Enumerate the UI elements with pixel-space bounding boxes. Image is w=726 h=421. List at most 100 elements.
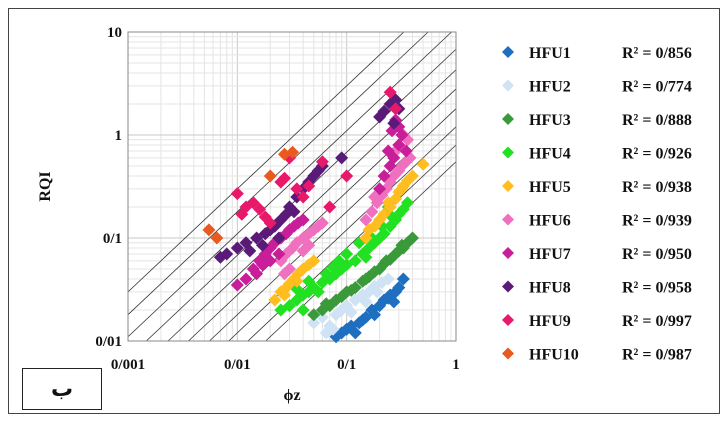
point-hfu5 [307,254,321,268]
legend-marker [502,180,514,192]
point-hfu6 [359,213,373,227]
tick-labels: 0/001 0/01 0/1 1 0/01 0/1 1 10 [95,25,459,373]
point-hfu9 [230,187,244,201]
legend-r2-value: R² = 0/888 [622,112,692,129]
point-hfu9 [302,179,316,193]
guide-line [127,31,405,293]
point-hfu8 [287,205,301,219]
legend-marker [502,79,514,92]
legend-item-hfu4: HFU4 R² = 0/926 [502,146,692,163]
point-hfu9 [277,171,291,185]
legend-r2-value: R² = 0/926 [622,146,692,163]
legend-item-hfu5: HFU5 R² = 0/938 [502,179,692,196]
legend-series-name: HFU9 [529,313,571,330]
point-hfu10 [202,223,216,237]
x-tick-label: 0/001 [111,357,145,373]
guide-line [188,88,457,342]
point-hfu4 [296,303,310,317]
point-hfu9 [315,155,329,169]
point-hfu10 [210,231,224,245]
guide-line [127,31,452,338]
point-hfu4 [319,267,333,281]
point-hfu4 [340,247,354,261]
point-hfu4 [311,285,325,299]
point-hfu7 [230,278,244,292]
legend-marker [502,314,514,326]
point-hfu7 [392,138,406,152]
y-tick-label: 1 [115,128,123,144]
legend-item-hfu10: HFU10 R² = 0/987 [502,347,692,364]
legend-r2-value: R² = 0/774 [622,79,692,96]
point-hfu6 [277,267,291,281]
point-hfu8 [387,116,401,130]
x-tick-label: 0/01 [224,357,251,373]
point-hfu9 [340,169,354,183]
point-hfu2 [381,272,395,286]
guide-line [167,69,457,342]
point-hfu2 [344,305,358,319]
legend-r2-value: R² = 0/997 [622,313,692,330]
legend-series-name: HFU3 [529,112,571,129]
point-hfu8 [230,241,244,255]
point-hfu5 [381,196,395,210]
point-hfu1 [344,319,358,333]
legend-item-hfu6: HFU6 R² = 0/939 [502,213,692,230]
point-hfu6 [368,190,382,204]
point-hfu7 [381,144,395,158]
legend-r2-value: R² = 0/958 [622,280,692,297]
legend-series-name: HFU2 [529,79,571,96]
point-hfu3 [359,272,373,286]
legend-r2-value: R² = 0/938 [622,179,692,196]
point-hfu4 [400,196,414,210]
point-hfu5 [362,223,376,237]
legend-item-hfu2: HFU2 R² = 0/774 [502,79,692,96]
legend-marker [502,347,514,360]
y-tick-label: 10 [107,25,122,41]
point-hfu1 [396,272,410,286]
point-hfu8 [256,238,270,252]
legend-marker [502,146,514,159]
y-tick-label: 0/01 [95,334,122,350]
point-hfu1 [368,308,382,322]
legend-marker [502,213,514,226]
legend-marker [502,247,514,259]
point-hfu7 [256,258,270,272]
point-hfu9 [263,216,277,230]
legend-series-name: HFU6 [529,213,571,230]
point-hfu8 [243,244,257,258]
point-hfu6 [365,205,379,219]
point-hfu3 [395,238,409,252]
point-hfu5 [290,274,304,288]
point-hfu8 [272,231,286,245]
point-hfu9 [290,182,304,196]
legend-r2-value: R² = 0/939 [622,213,692,230]
guide-line [127,31,429,315]
point-hfu3 [319,297,333,311]
legend-item-hfu8: HFU8 R² = 0/958 [502,280,692,297]
panel-label: ب [22,368,102,410]
point-hfu3 [379,254,393,268]
point-hfu8 [220,247,234,261]
legend-marker [502,280,514,293]
point-hfu5 [395,182,409,196]
point-hfu4 [348,254,362,268]
point-hfu4 [282,299,296,313]
point-hfu2 [326,322,340,336]
point-hfu7 [399,144,413,158]
point-hfu7 [239,272,253,286]
point-hfu9 [383,85,397,99]
point-hfu5 [377,207,391,221]
legend-r2-value: R² = 0/950 [622,246,692,263]
point-hfu5 [268,293,282,307]
legend-series-name: HFU4 [529,146,571,163]
point-hfu4 [359,250,373,264]
point-hfu2 [370,285,384,299]
point-hfu9 [323,200,337,214]
guide-line [209,108,457,342]
legend-series-name: HFU8 [529,280,571,297]
point-hfu7 [373,182,387,196]
point-hfu3 [405,231,419,245]
chart-frame [8,8,720,414]
point-hfu8 [377,104,391,118]
legend-item-hfu3: HFU3 R² = 0/888 [502,112,692,129]
